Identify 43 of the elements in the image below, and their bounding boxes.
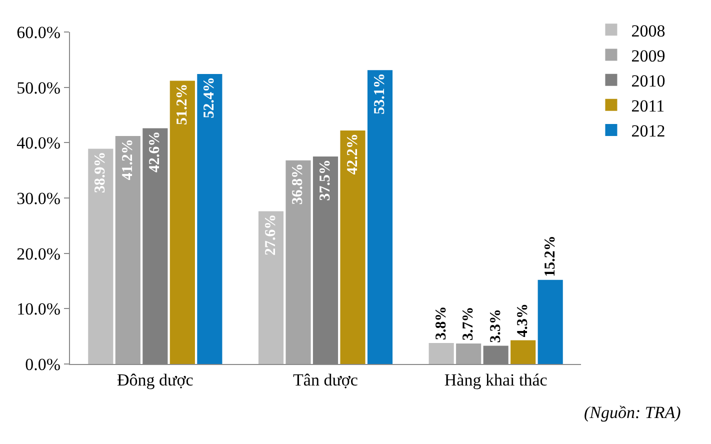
data-label: 15.2% (542, 236, 558, 277)
data-label: 4.3% (515, 303, 532, 338)
y-tick-label: 10.0% (16, 300, 61, 319)
data-label: 53.1% (372, 73, 388, 114)
data-label: 51.2% (174, 84, 190, 125)
data-label: 27.6% (262, 214, 279, 256)
bar (510, 340, 536, 364)
data-label: 42.6% (147, 131, 164, 173)
bar (197, 74, 222, 364)
legend-label: 2009 (631, 46, 666, 66)
y-tick-label: 40.0% (16, 134, 61, 153)
bar (538, 280, 563, 364)
data-label: 52.4% (202, 77, 218, 118)
bar (456, 344, 482, 364)
bar (88, 148, 114, 364)
legend-label: 2010 (631, 71, 666, 90)
legend-label: 2008 (631, 21, 666, 40)
legend-label: 2011 (631, 96, 665, 116)
y-tick-label: 0.0% (25, 354, 61, 374)
data-label: 3.8% (433, 306, 450, 340)
x-tick-label: Tân dược (293, 370, 358, 390)
bar (170, 80, 195, 364)
y-tick-label: 20.0% (16, 244, 61, 264)
bar (286, 160, 311, 364)
text: (Nguồn: TRA) (584, 403, 682, 422)
bar (367, 70, 393, 364)
data-label: 3.3% (488, 308, 504, 343)
data-label: 41.2% (120, 139, 136, 180)
bar (258, 211, 284, 364)
bar (115, 136, 140, 364)
data-label: 42.2% (344, 133, 361, 175)
legend-label: 2012 (631, 122, 666, 141)
data-label: 38.9% (92, 152, 109, 193)
x-tick-label: Hàng khai thác (444, 370, 548, 390)
y-tick-label: 30.0% (16, 188, 61, 208)
data-label: 36.8% (290, 163, 306, 205)
bar (428, 342, 454, 364)
data-label: 37.5% (318, 160, 334, 201)
y-tick-label: 60.0% (16, 22, 61, 42)
bar (340, 130, 366, 364)
x-tick-label: Đông dược (117, 370, 194, 390)
y-tick-label: 50.0% (16, 78, 61, 98)
data-label: 3.7% (460, 306, 477, 341)
